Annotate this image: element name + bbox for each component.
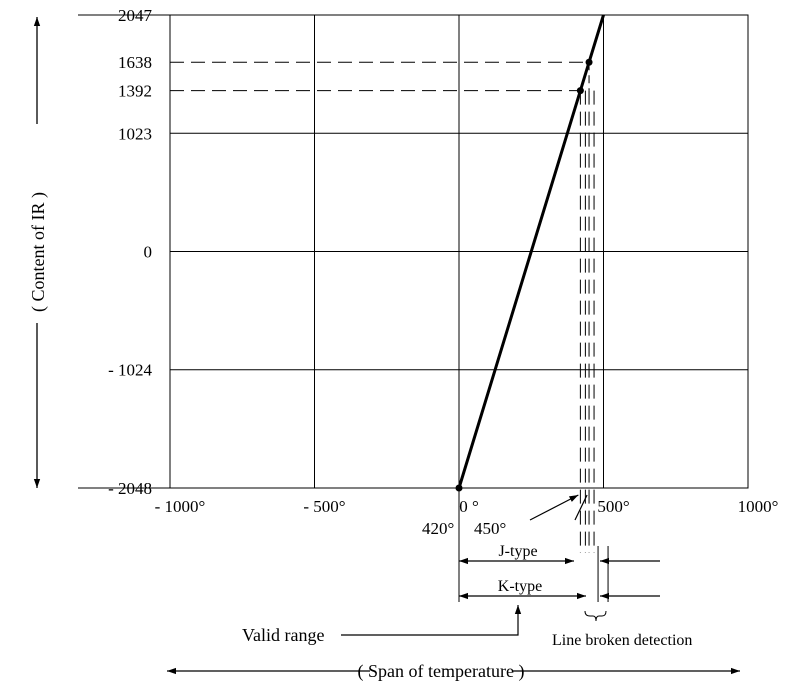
- j-type-label: J-type: [498, 543, 537, 560]
- y-tick-label: - 2048: [108, 479, 152, 498]
- data-point: [585, 58, 593, 66]
- range-annotations: J-type K-type Line broken detection Vali…: [167, 543, 740, 682]
- x-tick-label: - 1000°: [155, 497, 206, 516]
- tick-labels: 2047 1638 1392 1023 0 - 1024 - 2048- 1000° - 50…: [108, 6, 778, 538]
- y-axis-title-group: ( Content of IR ): [28, 17, 49, 488]
- j-type-end-label: 420°: [422, 519, 454, 538]
- series: [455, 14, 605, 492]
- y-axis-title: ( Content of IR ): [28, 192, 49, 312]
- grid: [78, 14, 749, 489]
- k-type-end-pointer: [574, 494, 588, 521]
- y-tick-label: 0: [144, 242, 153, 261]
- k-type-label: K-type: [498, 578, 542, 595]
- k-type-end-label: 450°: [474, 519, 506, 538]
- line-broken-label: Line broken detection: [552, 632, 692, 649]
- guide-lines: [170, 61, 609, 602]
- data-point: [576, 87, 584, 95]
- series-line: [457, 14, 605, 489]
- x-tick-label: 500°: [597, 497, 629, 516]
- y-tick-label: - 1024: [108, 361, 152, 380]
- y-tick-label: 2047: [118, 6, 153, 25]
- line-broken-brace: [584, 610, 607, 622]
- x-tick-label: 1000°: [738, 497, 779, 516]
- x-tick-label: 0 °: [459, 497, 479, 516]
- valid-range-pointer: [341, 605, 522, 636]
- y-tick-label: 1392: [118, 82, 152, 101]
- data-point: [455, 484, 463, 492]
- j-type-end-pointer: [529, 494, 579, 521]
- x-axis-title: ( Span of temperature ): [358, 661, 525, 682]
- x-tick-label: - 500°: [303, 497, 345, 516]
- valid-range-label: Valid range: [242, 625, 324, 645]
- y-tick-label: 1638: [118, 53, 152, 72]
- y-tick-label: 1023: [118, 124, 152, 143]
